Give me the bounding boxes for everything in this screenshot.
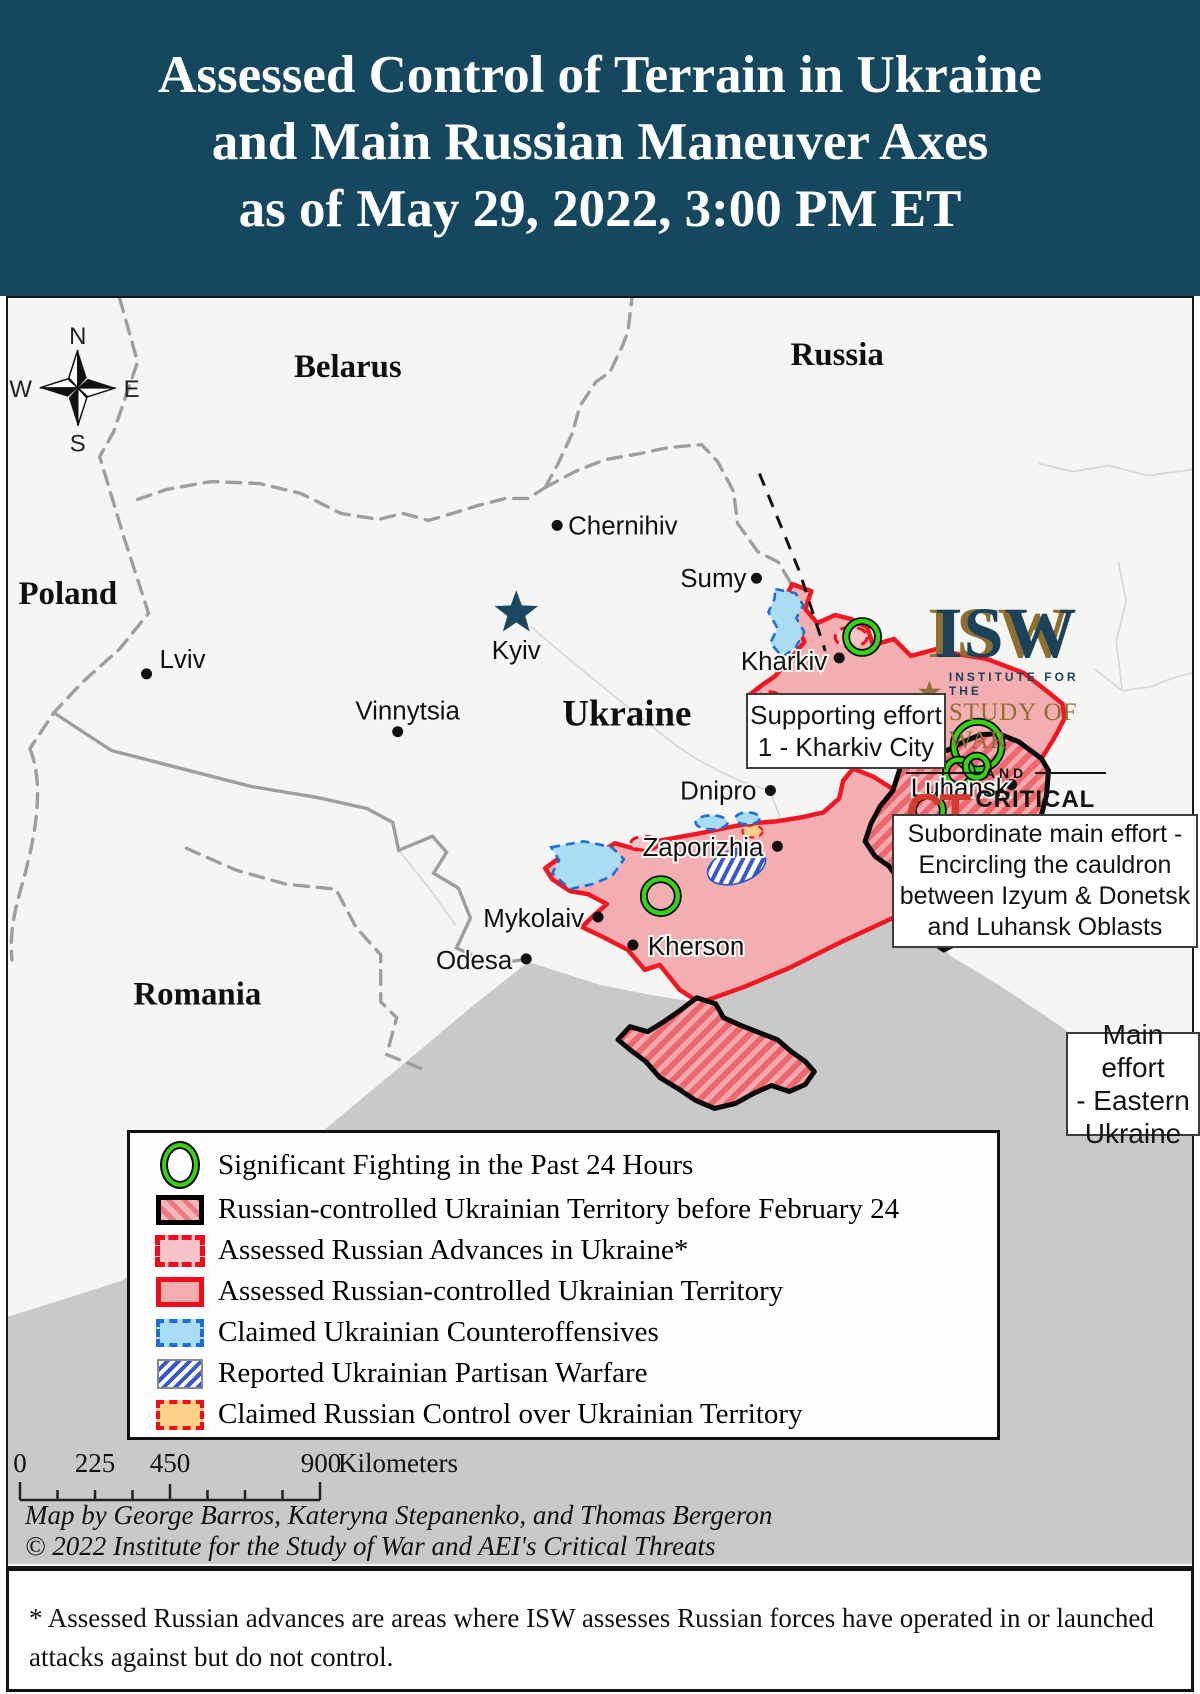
city-label-kyiv: Kyiv xyxy=(492,637,541,665)
city-label-chernihiv: Chernihiv xyxy=(568,512,677,540)
isw-institute-line: INSTITUTE FOR THE xyxy=(948,670,1079,698)
callout-line: Subordinate main effort - xyxy=(907,820,1183,848)
callout-line: and Luhansk Oblasts xyxy=(927,913,1163,941)
callout-supporting-effort-1: Supporting effort 1 - Kharkiv City xyxy=(746,693,946,769)
header-banner: Assessed Control of Terrain in Ukraine a… xyxy=(0,0,1200,296)
city-label-vinnytsia: Vinnytsia xyxy=(355,698,460,726)
scale-tick-900: 900 xyxy=(301,1448,342,1478)
legend-label: Assessed Russian Advances in Ukraine* xyxy=(218,1234,689,1266)
claimed-russian-control-area xyxy=(741,824,764,839)
country-label-belarus: Belarus xyxy=(294,349,402,385)
callout-line: between Izyum & Donetsk xyxy=(899,882,1191,910)
legend-row-fighting: Significant Fighting in the Past 24 Hour… xyxy=(152,1141,997,1189)
legend-label: Assessed Russian-controlled Ukrainian Te… xyxy=(218,1275,784,1307)
legend-label: Significant Fighting in the Past 24 Hour… xyxy=(218,1148,694,1181)
country-label-romania: Romania xyxy=(133,977,261,1013)
callout-line: Encircling the cauldron xyxy=(918,851,1172,879)
country-labels: Belarus Russia Poland Ukraine Romania xyxy=(18,337,883,1013)
poland-ukraine-border xyxy=(28,298,151,751)
country-label-ukraine: Ukraine xyxy=(562,693,691,734)
faint-region-borders xyxy=(397,462,1192,926)
callout-line: - Eastern xyxy=(1076,1085,1190,1116)
green-circle-icon xyxy=(162,1143,198,1187)
legend-row-claimed-control: Claimed Russian Control over Ukrainian T… xyxy=(152,1394,997,1435)
logo-and-divider: AND xyxy=(906,765,1106,781)
isw-wordmark: ISW xyxy=(934,593,1078,673)
title-line-1: Assessed Control of Terrain in Ukraine xyxy=(158,46,1042,104)
attribution-authors: Map by George Barros, Kateryna Stepanenk… xyxy=(25,1500,773,1530)
belarus-russia-border xyxy=(543,298,634,490)
scale-unit-label: Kilometers xyxy=(338,1448,458,1478)
scale-bar: 0 225 450 900 Kilometers xyxy=(13,1448,458,1502)
legend-row-advances: Assessed Russian Advances in Ukraine* xyxy=(152,1230,997,1271)
legend-row-counteroffensives: Claimed Ukrainian Counteroffensives xyxy=(152,1312,997,1353)
controlled-swatch-icon xyxy=(156,1276,204,1307)
scale-bar-line xyxy=(18,1482,322,1502)
page-title: Assessed Control of Terrain in Ukraine a… xyxy=(0,0,1200,242)
romania-moldova-border xyxy=(184,846,431,1074)
partisan-warfare-area xyxy=(706,846,767,886)
kyiv-capital-star-icon xyxy=(494,590,539,632)
title-line-3: as of May 29, 2022, 3:00 PM ET xyxy=(238,179,962,238)
footnote-box: * Assessed Russian advances are areas wh… xyxy=(6,1568,1194,1692)
city-labels: Chernihiv Sumy Kharkiv Luhansk Donetsk D… xyxy=(157,510,1039,977)
prefeb-hatch-swatch-icon xyxy=(156,1194,204,1225)
legend-label: Russian-controlled Ukrainian Territory b… xyxy=(218,1193,900,1225)
legend-label: Claimed Russian Control over Ukrainian T… xyxy=(218,1398,803,1430)
city-label-sumy: Sumy xyxy=(680,565,746,593)
callout-line: 1 - Kharkiv City xyxy=(757,732,935,762)
and-label: AND xyxy=(984,765,1028,781)
title-line-2: and Main Russian Maneuver Axes xyxy=(211,112,989,171)
map-legend: Significant Fighting in the Past 24 Hour… xyxy=(127,1130,1000,1440)
ukraine-moldova-border xyxy=(315,795,524,966)
legend-row-controlled: Assessed Russian-controlled Ukrainian Te… xyxy=(152,1271,997,1312)
city-label-kherson: Kherson xyxy=(648,933,745,961)
ukraine-romania-border xyxy=(52,711,319,800)
counteroffensive-swatch-icon xyxy=(156,1318,204,1347)
legend-label: Reported Ukrainian Partisan Warfare xyxy=(218,1357,648,1389)
city-label-mykolaiv: Mykolaiv xyxy=(483,905,584,933)
belarus-ukraine-border xyxy=(135,479,547,523)
city-label-odesa: Odesa xyxy=(436,947,513,975)
scale-tick-0: 0 xyxy=(13,1448,27,1478)
partisan-hatch-swatch-icon xyxy=(157,1358,203,1389)
prefeb24-crimea-region xyxy=(615,995,817,1111)
claimed-control-swatch-icon xyxy=(156,1399,204,1430)
callout-line: Supporting effort xyxy=(750,700,942,730)
callout-line: Ukraine xyxy=(1084,1118,1182,1149)
city-label-lviv: Lviv xyxy=(159,646,205,674)
attribution-copyright: © 2022 Institute for the Study of War an… xyxy=(25,1531,716,1592)
romania-west-border xyxy=(9,746,40,962)
callout-subordinate-main-effort: Subordinate main effort - Encircling the… xyxy=(892,814,1198,948)
critical-label: CRITICAL xyxy=(975,786,1096,813)
compass-north-label: N xyxy=(69,323,86,350)
city-label-dnipro: Dnipro xyxy=(680,777,756,805)
city-label-luhansk: Luhansk xyxy=(911,774,1009,802)
callout-line: Main effort xyxy=(1101,1019,1165,1083)
callout-connector-line xyxy=(758,472,827,652)
country-label-russia: Russia xyxy=(791,337,884,373)
legend-label: Claimed Ukrainian Counteroffensives xyxy=(218,1316,659,1348)
ukrainian-counteroffensive-areas xyxy=(549,587,806,891)
scale-tick-450: 450 xyxy=(150,1448,191,1478)
country-label-poland: Poland xyxy=(18,576,117,612)
compass-west-label: W xyxy=(9,376,32,403)
city-label-zaporizhia: Zaporizhia xyxy=(642,834,764,862)
callout-main-effort-eastern-ukraine: Main effort - Eastern Ukraine xyxy=(1066,1019,1200,1149)
scale-tick-225: 225 xyxy=(75,1448,116,1478)
footnote-text: * Assessed Russian advances are areas wh… xyxy=(29,1603,1154,1673)
compass-rose-icon: N E S W xyxy=(9,323,139,458)
isw-study-line: STUDY OF WAR xyxy=(948,699,1078,754)
compass-south-label: S xyxy=(70,431,86,458)
city-label-kharkiv: Kharkiv xyxy=(741,648,827,676)
legend-row-prefeb24: Russian-controlled Ukrainian Territory b… xyxy=(152,1189,997,1230)
advance-dashed-swatch-icon xyxy=(155,1234,205,1267)
compass-east-label: E xyxy=(124,376,140,403)
legend-row-partisan: Reported Ukrainian Partisan Warfare xyxy=(152,1353,997,1394)
map-attribution: Map by George Barros, Kateryna Stepanenk… xyxy=(25,1500,785,1594)
